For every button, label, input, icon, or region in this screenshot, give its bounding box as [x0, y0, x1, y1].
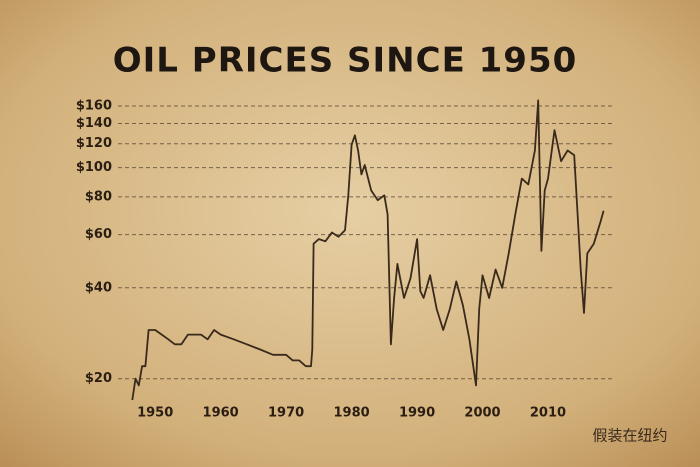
y-tick-label: $120 — [76, 136, 112, 151]
watermark: 假装在纽约 — [592, 427, 667, 445]
y-tick-label: $160 — [76, 98, 112, 113]
x-tick-label: 1950 — [137, 406, 173, 421]
y-tick-label: $60 — [85, 227, 112, 242]
y-tick-label: $140 — [76, 116, 112, 131]
chart-title: OIL PRICES SINCE 1950 — [113, 41, 578, 81]
x-tick-label: 1980 — [333, 406, 369, 421]
x-tick-label: 2010 — [530, 406, 566, 421]
y-tick-label: $40 — [85, 280, 112, 295]
x-tick-label: 2000 — [464, 406, 500, 421]
y-tick-label: $20 — [85, 371, 112, 386]
x-tick-label: 1960 — [203, 406, 239, 421]
y-tick-label: $80 — [85, 189, 112, 204]
price-line — [131, 99, 605, 401]
x-tick-label: 1990 — [399, 406, 435, 421]
y-tick-label: $100 — [76, 160, 112, 175]
x-tick-label: 1970 — [268, 406, 304, 421]
